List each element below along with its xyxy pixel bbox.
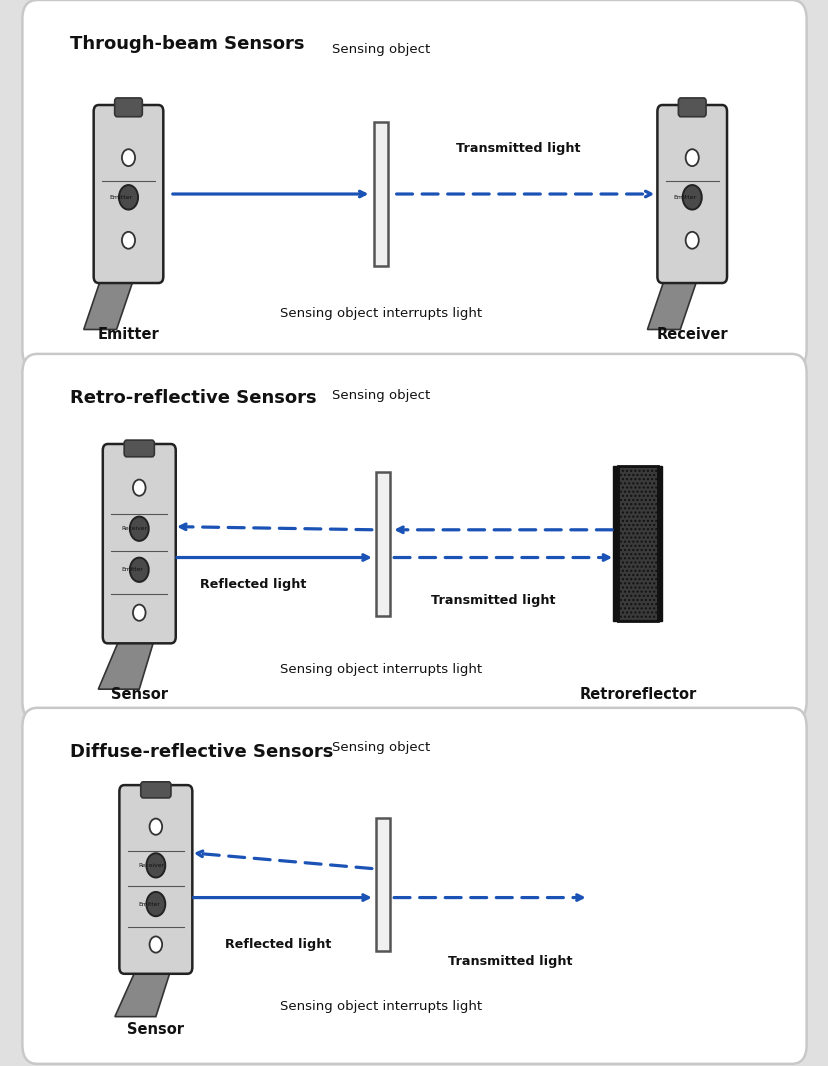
Text: Sensing object: Sensing object <box>332 741 430 754</box>
FancyBboxPatch shape <box>657 467 661 620</box>
Text: Sensing object: Sensing object <box>332 389 430 402</box>
Text: Emitter: Emitter <box>109 195 132 199</box>
Text: Sensing object interrupts light: Sensing object interrupts light <box>280 307 482 320</box>
Polygon shape <box>84 277 134 329</box>
Text: Emitter: Emitter <box>98 327 159 342</box>
Text: Through-beam Sensors: Through-beam Sensors <box>70 35 305 53</box>
Polygon shape <box>647 277 697 329</box>
Text: Retro-reflective Sensors: Retro-reflective Sensors <box>70 389 316 407</box>
Circle shape <box>149 819 162 835</box>
Text: Receiver: Receiver <box>138 862 164 868</box>
Circle shape <box>122 231 135 248</box>
Text: Sensing object: Sensing object <box>332 43 430 55</box>
Text: Emitter: Emitter <box>672 195 696 199</box>
FancyBboxPatch shape <box>373 123 388 266</box>
Text: Reflected light: Reflected light <box>224 938 330 951</box>
Circle shape <box>130 517 148 540</box>
FancyBboxPatch shape <box>376 819 389 951</box>
Text: Emitter: Emitter <box>138 902 160 906</box>
FancyBboxPatch shape <box>114 98 142 117</box>
Circle shape <box>149 936 162 953</box>
FancyBboxPatch shape <box>677 98 705 117</box>
Circle shape <box>132 480 146 496</box>
Text: Receiver: Receiver <box>656 327 727 342</box>
FancyBboxPatch shape <box>618 467 657 620</box>
FancyBboxPatch shape <box>119 785 192 974</box>
Circle shape <box>122 149 135 166</box>
FancyBboxPatch shape <box>376 471 389 616</box>
Text: Retroreflector: Retroreflector <box>579 687 696 701</box>
Circle shape <box>118 185 138 210</box>
Text: Sensor: Sensor <box>111 687 167 701</box>
FancyBboxPatch shape <box>22 354 806 721</box>
Text: Receiver: Receiver <box>122 527 147 531</box>
Text: Reflected light: Reflected light <box>200 578 306 591</box>
Circle shape <box>130 558 148 582</box>
Polygon shape <box>99 637 155 690</box>
Circle shape <box>685 231 698 248</box>
Polygon shape <box>115 968 171 1017</box>
Circle shape <box>132 604 146 620</box>
FancyBboxPatch shape <box>22 0 806 369</box>
FancyBboxPatch shape <box>94 106 163 284</box>
Circle shape <box>681 185 701 210</box>
FancyBboxPatch shape <box>612 467 618 620</box>
Text: Transmitted light: Transmitted light <box>455 142 580 155</box>
Text: Emitter: Emitter <box>122 567 143 572</box>
FancyBboxPatch shape <box>141 781 171 797</box>
Text: Sensing object interrupts light: Sensing object interrupts light <box>280 663 482 676</box>
Text: Diffuse-reflective Sensors: Diffuse-reflective Sensors <box>70 743 334 761</box>
Circle shape <box>147 853 165 877</box>
Circle shape <box>685 149 698 166</box>
Text: Sensor: Sensor <box>128 1022 184 1037</box>
FancyBboxPatch shape <box>124 440 154 456</box>
Circle shape <box>147 892 165 917</box>
Text: Sensing object interrupts light: Sensing object interrupts light <box>280 1000 482 1013</box>
FancyBboxPatch shape <box>22 708 806 1064</box>
FancyBboxPatch shape <box>103 445 176 644</box>
FancyBboxPatch shape <box>657 106 726 284</box>
Text: Transmitted light: Transmitted light <box>447 955 571 968</box>
Text: Transmitted light: Transmitted light <box>431 594 555 607</box>
